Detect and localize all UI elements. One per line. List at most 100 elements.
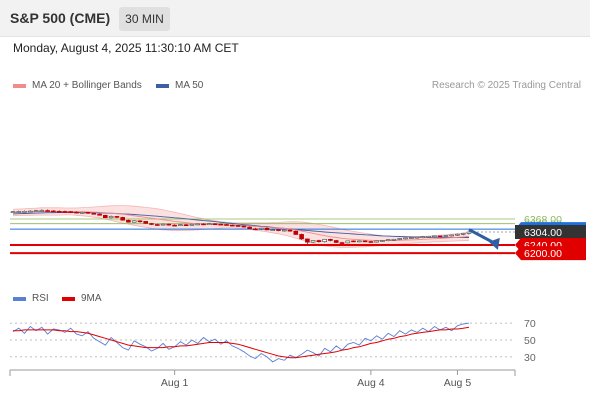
candle-down[interactable] xyxy=(114,216,120,218)
candle-up[interactable] xyxy=(449,234,455,237)
rsi-line xyxy=(12,322,470,363)
x-tick-label-Aug-4: Aug 4 xyxy=(357,377,385,389)
legend-9ma: 9MA xyxy=(62,293,102,304)
candle-down[interactable] xyxy=(333,240,339,243)
candle-down[interactable] xyxy=(368,241,374,243)
candle-up[interactable] xyxy=(397,238,403,240)
candle-down[interactable] xyxy=(293,230,299,235)
forecast-arrow-head xyxy=(488,237,500,250)
candle-down[interactable] xyxy=(91,213,97,215)
candle-down[interactable] xyxy=(103,215,108,219)
candle-down[interactable] xyxy=(62,211,68,213)
timeframe-badge[interactable]: 30 MIN xyxy=(119,7,170,31)
candle-down[interactable] xyxy=(235,225,241,227)
candle-up[interactable] xyxy=(27,210,33,213)
candle-down[interactable] xyxy=(74,211,79,214)
candle-down[interactable] xyxy=(149,223,154,225)
candle-up[interactable] xyxy=(466,231,472,234)
candle-up[interactable] xyxy=(258,228,264,230)
legend-swatch-ma20 xyxy=(13,83,26,88)
candle-down[interactable] xyxy=(85,212,91,214)
candle-down[interactable] xyxy=(362,240,368,243)
candle-down[interactable] xyxy=(287,229,293,232)
candle-down[interactable] xyxy=(212,223,218,225)
candle-up[interactable] xyxy=(206,223,212,225)
legend-label-rsi: RSI xyxy=(32,293,49,304)
candle-up[interactable] xyxy=(455,233,460,236)
candle-down[interactable] xyxy=(339,242,345,244)
candle-down[interactable] xyxy=(120,217,125,221)
legend-label-9ma: 9MA xyxy=(81,293,102,304)
candle-down[interactable] xyxy=(241,225,247,228)
candle-up[interactable] xyxy=(79,212,85,214)
candle-down[interactable] xyxy=(166,223,172,226)
candle-up[interactable] xyxy=(414,236,420,239)
legend-label-ma20: MA 20 + Bollinger Bands xyxy=(32,80,142,91)
candle-up[interactable] xyxy=(178,224,183,226)
rsi-tick-label-70: 70 xyxy=(524,318,536,330)
candle-up[interactable] xyxy=(189,224,195,226)
candle-up[interactable] xyxy=(10,211,16,213)
candle-down[interactable] xyxy=(276,229,281,231)
candle-down[interactable] xyxy=(56,211,62,213)
candle-down[interactable] xyxy=(137,220,143,223)
candle-down[interactable] xyxy=(305,238,310,243)
candle-up[interactable] xyxy=(443,235,449,237)
candle-up[interactable] xyxy=(385,239,391,241)
candle-up[interactable] xyxy=(39,210,45,212)
candle-down[interactable] xyxy=(224,224,229,226)
rsi-tick-label-30: 30 xyxy=(524,352,536,364)
candle-up[interactable] xyxy=(431,235,437,238)
candle-down[interactable] xyxy=(51,210,56,213)
candle-up[interactable] xyxy=(281,229,287,232)
candle-up[interactable] xyxy=(460,233,466,235)
candle-down[interactable] xyxy=(143,221,148,224)
candle-down[interactable] xyxy=(97,213,102,216)
candle-down[interactable] xyxy=(155,224,160,226)
candle-down[interactable] xyxy=(45,210,50,212)
candle-up[interactable] xyxy=(131,220,137,223)
candle-down[interactable] xyxy=(299,234,304,240)
candle-up[interactable] xyxy=(195,223,200,226)
last-price-label: 6304.00 xyxy=(524,227,562,239)
candle-down[interactable] xyxy=(68,211,73,213)
level-tag-6200.00 xyxy=(515,246,586,261)
candle-up[interactable] xyxy=(391,239,397,241)
candle-up[interactable] xyxy=(408,237,414,239)
candle-down[interactable] xyxy=(264,228,270,231)
candle-up[interactable] xyxy=(310,240,316,243)
datetime-label: Monday, August 4, 2025 11:30:10 AM CET xyxy=(13,41,239,55)
rsi-tick-label-50: 50 xyxy=(524,335,536,347)
candle-up[interactable] xyxy=(33,210,39,212)
candle-down[interactable] xyxy=(247,226,252,230)
candle-up[interactable] xyxy=(270,229,276,231)
candle-down[interactable] xyxy=(253,228,258,231)
level-label-6200.00: 6200.00 xyxy=(524,248,562,260)
candle-up[interactable] xyxy=(16,211,22,213)
candle-down[interactable] xyxy=(328,239,333,241)
bollinger-band-fill xyxy=(13,205,469,248)
candle-up[interactable] xyxy=(108,216,114,219)
candle-up[interactable] xyxy=(322,239,328,243)
candle-up[interactable] xyxy=(356,240,362,243)
candle-down[interactable] xyxy=(437,235,443,238)
candle-up[interactable] xyxy=(374,240,379,243)
candle-up[interactable] xyxy=(22,211,27,213)
candle-up[interactable] xyxy=(345,240,351,244)
candle-up[interactable] xyxy=(380,240,385,242)
candle-down[interactable] xyxy=(351,240,356,243)
candle-down[interactable] xyxy=(201,223,206,226)
candle-up[interactable] xyxy=(426,236,431,238)
candle-down[interactable] xyxy=(316,240,322,243)
candle-up[interactable] xyxy=(160,223,166,226)
legend-ma20-bollinger: MA 20 + Bollinger Bands xyxy=(13,80,142,91)
candle-down[interactable] xyxy=(126,219,131,223)
candle-up[interactable] xyxy=(420,236,426,238)
candle-down[interactable] xyxy=(183,224,189,226)
candle-down[interactable] xyxy=(218,223,224,226)
candle-down[interactable] xyxy=(230,224,235,227)
candle-up[interactable] xyxy=(403,237,408,240)
candle-down[interactable] xyxy=(172,224,177,227)
x-tick-label-Aug-1: Aug 1 xyxy=(161,377,189,389)
